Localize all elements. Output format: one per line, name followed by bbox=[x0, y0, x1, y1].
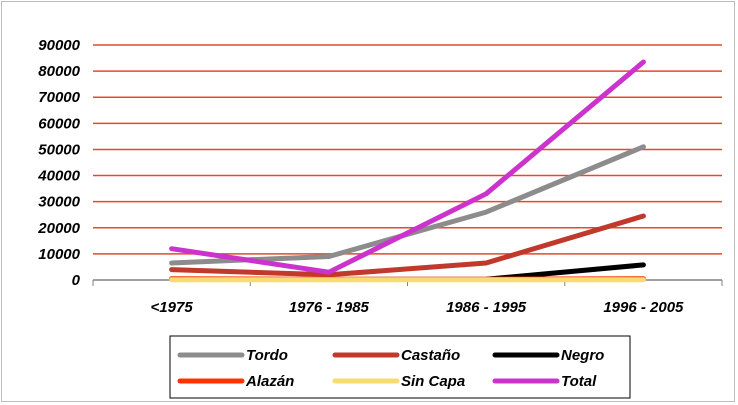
series-line-0 bbox=[172, 147, 644, 263]
y-tick-label: 90000 bbox=[38, 37, 80, 54]
legend-label-1: Castaño bbox=[401, 347, 460, 364]
x-tick-label: 1996 - 2005 bbox=[603, 299, 684, 316]
y-tick-label: 50000 bbox=[38, 141, 80, 158]
legend-label-2: Negro bbox=[561, 347, 604, 364]
y-tick-label: 30000 bbox=[38, 194, 80, 211]
x-tick-label: 1986 - 1995 bbox=[446, 299, 527, 316]
legend-label-0: Tordo bbox=[246, 347, 288, 364]
y-tick-label: 80000 bbox=[38, 63, 80, 80]
axis-layer: 0 10000 20000 30000 40000 50000 60000 70000 8000… bbox=[37, 37, 722, 316]
legend-label-4: Sin Capa bbox=[401, 373, 465, 390]
series-line-5 bbox=[172, 62, 644, 272]
y-tick-label: 40000 bbox=[37, 168, 80, 185]
legend-label-5: Total bbox=[561, 373, 597, 390]
series-layer bbox=[172, 62, 644, 280]
y-tick-label: 10000 bbox=[38, 246, 80, 263]
legend: Tordo Castaño Negro Alazán Sin Capa Total bbox=[170, 336, 630, 398]
x-tick-label: <1975 bbox=[151, 299, 194, 316]
y-tick-label: 60000 bbox=[38, 115, 80, 132]
series-line-1 bbox=[172, 216, 644, 275]
x-tick-label: 1976 - 1985 bbox=[289, 299, 370, 316]
y-tick-label: 70000 bbox=[38, 89, 80, 106]
y-tick-label: 0 bbox=[72, 272, 81, 289]
legend-label-3: Alazán bbox=[245, 373, 294, 390]
y-tick-label: 20000 bbox=[37, 220, 80, 237]
